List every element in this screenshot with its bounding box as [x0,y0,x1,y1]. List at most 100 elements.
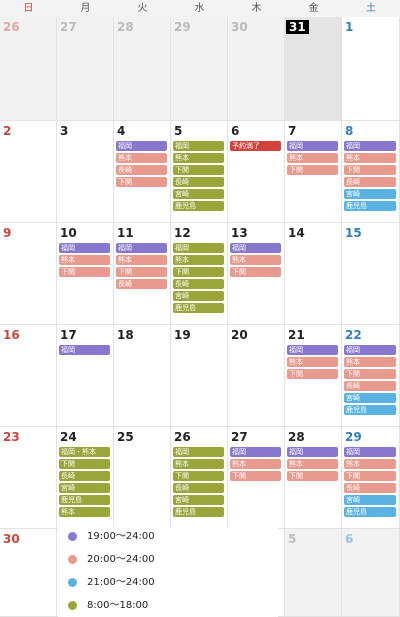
event-chip[interactable]: 熊本 [116,255,167,265]
day-cell[interactable]: 19 [171,325,228,427]
event-chip[interactable]: 下関 [287,165,338,175]
event-chip[interactable]: 長崎 [173,177,224,187]
event-chip[interactable]: 福岡 [116,243,167,253]
event-chip[interactable]: 下関 [116,177,167,187]
day-cell[interactable]: 3 [57,121,114,223]
event-chip[interactable]: 下関 [344,369,396,379]
event-chip[interactable]: 熊本 [344,459,396,469]
day-cell[interactable]: 8 福岡 熊本 下関 長崎 宮崎 鹿児島 [342,121,400,223]
event-chip[interactable]: 鹿児島 [344,405,396,415]
event-chip[interactable]: 宮崎 [344,189,396,199]
event-chip[interactable]: 福岡 [344,345,396,355]
event-chip[interactable]: 福岡 [287,345,338,355]
event-chip[interactable]: 熊本 [230,459,281,469]
day-cell[interactable]: 27 [57,17,114,121]
event-chip[interactable]: 熊本 [173,255,224,265]
day-cell[interactable]: 31 [285,17,342,121]
day-cell[interactable]: 9 [0,223,57,325]
event-chip[interactable]: 福岡 [344,447,396,457]
event-chip[interactable]: 熊本 [59,507,110,517]
event-chip[interactable]: 鹿児島 [173,303,224,313]
day-cell[interactable]: 6 予約満了 [228,121,285,223]
event-chip[interactable]: 下関 [230,471,281,481]
event-chip[interactable]: 宮崎 [59,483,110,493]
event-chip[interactable]: 下関 [344,471,396,481]
event-chip[interactable]: 福岡 [287,141,338,151]
event-chip[interactable]: 下関 [173,165,224,175]
day-cell[interactable]: 29 [171,17,228,121]
day-cell[interactable]: 14 [285,223,342,325]
event-chip[interactable]: 福岡 [230,447,281,457]
event-chip[interactable]: 下関 [230,267,281,277]
event-chip[interactable]: 熊本 [173,459,224,469]
day-cell[interactable]: 28 福岡 熊本 下関 [285,427,342,529]
event-chip[interactable]: 熊本 [344,153,396,163]
event-chip[interactable]: 宮崎 [344,393,396,403]
event-chip[interactable]: 熊本 [59,255,110,265]
event-chip[interactable]: 下関 [173,471,224,481]
day-cell[interactable]: 16 [0,325,57,427]
event-chip[interactable]: 下関 [344,165,396,175]
event-chip[interactable]: 熊本 [287,357,338,367]
event-chip[interactable]: 福岡 [173,447,224,457]
day-cell[interactable]: 23 [0,427,57,529]
event-chip[interactable]: 下関 [59,267,110,277]
day-cell[interactable]: 12 福岡 熊本 下関 長崎 宮崎 鹿児島 [171,223,228,325]
day-cell[interactable]: 2 [0,121,57,223]
day-cell[interactable]: 5 福岡 熊本 下関 長崎 宮崎 鹿児島 [171,121,228,223]
event-chip[interactable]: 福岡 [173,243,224,253]
event-chip[interactable]: 下関 [116,267,167,277]
event-chip[interactable]: 熊本 [287,459,338,469]
event-chip[interactable]: 下関 [287,471,338,481]
day-cell[interactable]: 7 福岡 熊本 下関 [285,121,342,223]
day-cell[interactable]: 26 福岡 熊本 下関 長崎 宮崎 鹿児島 [171,427,228,529]
day-cell[interactable]: 29 福岡 熊本 下関 長崎 宮崎 鹿児島 [342,427,400,529]
event-chip[interactable]: 福岡 [59,345,110,355]
day-cell[interactable]: 22 福岡 熊本 下関 長崎 宮崎 鹿児島 [342,325,400,427]
event-chip[interactable]: 鹿児島 [59,495,110,505]
day-cell[interactable]: 27 福岡 熊本 下関 [228,427,285,529]
event-chip[interactable]: 鹿児島 [173,201,224,211]
event-chip[interactable]: 長崎 [116,279,167,289]
event-chip[interactable]: 福岡 [287,447,338,457]
day-cell[interactable]: 30 [228,17,285,121]
event-chip[interactable]: 下関 [59,459,110,469]
day-cell[interactable]: 11 福岡 熊本 下関 長崎 [114,223,171,325]
event-chip[interactable]: 長崎 [344,381,396,391]
event-chip[interactable]: 下関 [173,267,224,277]
day-cell[interactable]: 15 [342,223,400,325]
event-chip[interactable]: 熊本 [173,153,224,163]
event-chip[interactable]: 熊本 [287,153,338,163]
event-chip[interactable]: 宮崎 [344,495,396,505]
day-cell[interactable]: 13 福岡 熊本 下関 [228,223,285,325]
day-cell[interactable]: 20 [228,325,285,427]
event-chip[interactable]: 鹿児島 [173,507,224,517]
event-chip[interactable]: 福岡 [59,243,110,253]
event-chip[interactable]: 鹿児島 [344,507,396,517]
event-chip[interactable]: 長崎 [344,177,396,187]
day-cell[interactable]: 5 [285,529,342,617]
day-cell[interactable]: 30 [0,529,57,617]
event-chip[interactable]: 宮崎 [173,495,224,505]
day-cell[interactable]: 21 福岡 熊本 下関 [285,325,342,427]
day-cell[interactable]: 1 [342,17,400,121]
event-chip[interactable]: 福岡 [344,141,396,151]
day-cell[interactable]: 4 福岡 熊本 長崎 下関 [114,121,171,223]
event-chip[interactable]: 長崎 [116,165,167,175]
event-chip[interactable]: 福岡 [173,141,224,151]
day-cell[interactable]: 17 福岡 [57,325,114,427]
event-chip[interactable]: 福岡 [230,243,281,253]
event-chip[interactable]: 長崎 [344,483,396,493]
day-cell[interactable]: 28 [114,17,171,121]
day-cell[interactable]: 25 [114,427,171,529]
day-cell[interactable]: 26 [0,17,57,121]
day-cell[interactable]: 6 [342,529,400,617]
event-chip[interactable]: 長崎 [173,483,224,493]
event-chip[interactable]: 宮崎 [173,291,224,301]
event-chip[interactable]: 長崎 [59,471,110,481]
event-chip[interactable]: 福岡 [116,141,167,151]
day-cell[interactable]: 18 [114,325,171,427]
event-chip[interactable]: 熊本 [344,357,396,367]
event-chip[interactable]: 宮崎 [173,189,224,199]
event-chip[interactable]: 熊本 [116,153,167,163]
